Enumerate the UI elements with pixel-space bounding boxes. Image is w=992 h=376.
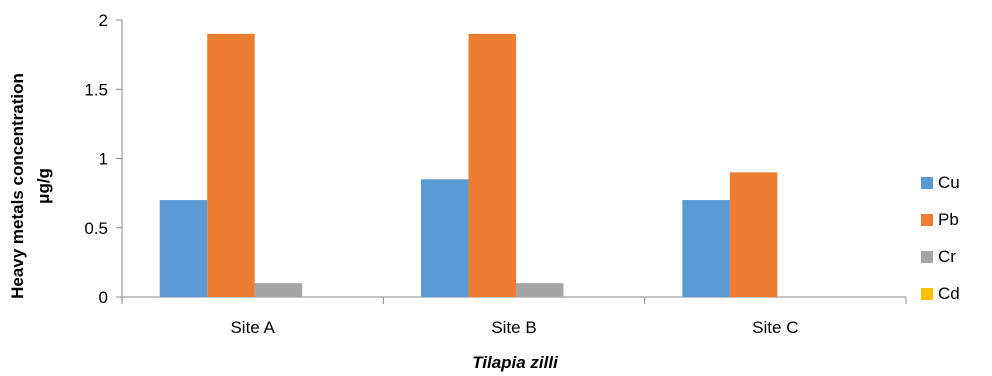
bar-pb [729, 172, 778, 297]
x-tick-labels: Site A Site B Site C [230, 318, 798, 337]
legend-label-cu: Cu [938, 173, 960, 192]
bar-pb [468, 33, 517, 297]
y-tick-label: 0.5 [84, 219, 108, 238]
legend: Cu Pb Cr Cd [921, 173, 960, 303]
bar-cu [682, 200, 730, 297]
chart-bars [159, 33, 778, 297]
bar-cr [516, 283, 564, 297]
x-axis-title: Tilapia zilli [472, 353, 559, 372]
legend-swatch-cu [921, 177, 933, 189]
x-tick-label: Site B [491, 318, 536, 337]
legend-label-pb: Pb [938, 210, 959, 229]
bar-cr [254, 283, 303, 297]
bar-pb [207, 33, 255, 297]
y-tick-label: 0 [99, 288, 108, 307]
y-tick-label: 1.5 [84, 80, 108, 99]
y-tick-labels: 0 0.5 1 1.5 2 [84, 11, 108, 307]
legend-label-cr: Cr [938, 247, 956, 266]
legend-label-cd: Cd [938, 284, 960, 303]
y-tick-label: 2 [99, 11, 108, 30]
legend-swatch-pb [921, 214, 933, 226]
bar-cu [421, 179, 469, 297]
x-tick-label: Site C [752, 318, 798, 337]
y-tick-label: 1 [99, 150, 108, 169]
y-axis-title-line2: μg/g [34, 168, 53, 204]
x-tick-label: Site A [230, 318, 275, 337]
legend-swatch-cr [921, 251, 933, 263]
bar-cu [159, 200, 208, 297]
y-axis-title-line1: Heavy metals concentration [8, 73, 27, 299]
legend-swatch-cd [921, 288, 933, 300]
